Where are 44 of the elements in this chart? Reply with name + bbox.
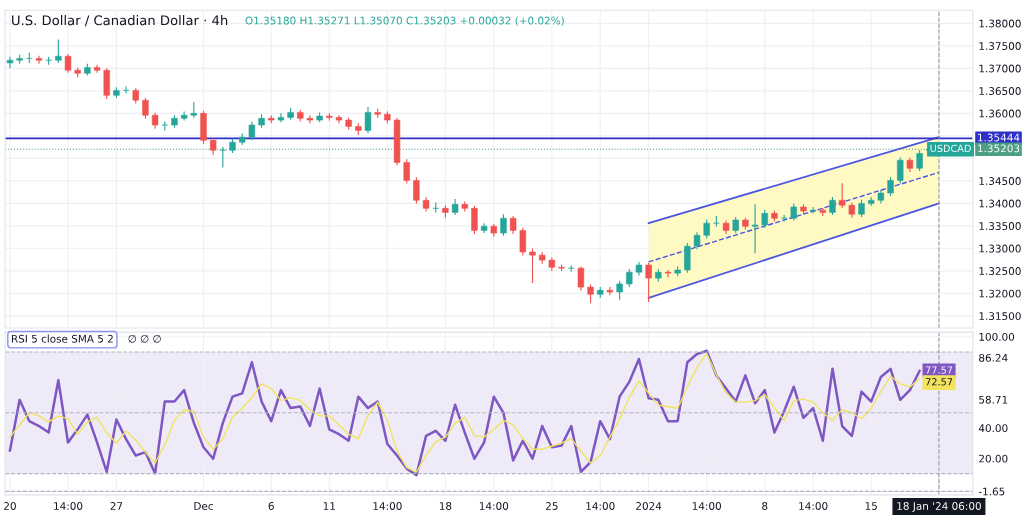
chart-title: U.S. Dollar / Canadian Dollar · 4h (12, 15, 228, 27)
y-tick-label: 1.36000 (979, 109, 1021, 118)
y-tick-label: 1.33000 (979, 244, 1021, 253)
x-tick-label: 2024 (636, 502, 662, 510)
y-tick-label: -1.65 (978, 487, 1005, 496)
data-label: 72.57 (925, 378, 953, 386)
x-tick-label: 14:00 (799, 502, 828, 510)
x-tick-label: Dec (194, 502, 213, 510)
y-tick-label: 1.36500 (979, 87, 1021, 95)
text: O1.35180 H1.35271 L1.35070 C1.35203 +0.00032 (+0.02%) (245, 16, 564, 26)
y-tick-label: 1.33500 (979, 222, 1021, 230)
y-tick-label: 1.34000 (979, 199, 1021, 208)
chart-subtitle: RSI 5 close SMA 5 2 (11, 334, 113, 343)
x-tick-label: 8 (762, 502, 768, 510)
x-tick-label: 25 (545, 502, 558, 510)
x-tick-label: 15 (865, 502, 877, 510)
x-tick-label: 20 (4, 502, 16, 510)
x-tick-label: 14:00 (373, 502, 402, 510)
y-tick-label: 100.00 (979, 332, 1015, 341)
y-tick-label: 40.00 (978, 424, 1008, 433)
y-tick-label: 1.37000 (979, 64, 1021, 73)
y-tick-label: 1.32000 (979, 289, 1021, 298)
y-tick-label: 1.32500 (979, 267, 1021, 275)
y-tick-label: 20.00 (979, 454, 1008, 463)
x-tick-label: 14:00 (586, 502, 615, 510)
annotation: USDCAD (930, 144, 971, 153)
x-tick-label: 18 Jan '24 06:00 (897, 502, 981, 512)
ref-line-label: 1.35444 (978, 133, 1020, 142)
x-tick-label: 14:00 (54, 502, 83, 510)
x-tick-label: 14:00 (479, 502, 509, 510)
annotation: ∅ ∅ ∅ (128, 335, 161, 343)
y-tick-label: 1.37500 (979, 42, 1021, 50)
y-tick-label: 1.38000 (979, 19, 1021, 28)
data-label: 77.57 (925, 366, 953, 374)
ref-line-label: 1.35203 (978, 144, 1020, 153)
x-tick-label: 18 (439, 502, 452, 510)
x-tick-label: 14:00 (692, 502, 722, 510)
x-tick-label: 27 (110, 502, 123, 510)
y-tick-label: 86.24 (979, 353, 1008, 362)
y-tick-label: 1.31500 (979, 312, 1021, 321)
x-tick-label: 11 (323, 502, 335, 510)
x-tick-label: 6 (268, 502, 274, 510)
y-tick-label: 58.71 (979, 395, 1008, 404)
y-tick-label: 1.34500 (979, 177, 1021, 185)
